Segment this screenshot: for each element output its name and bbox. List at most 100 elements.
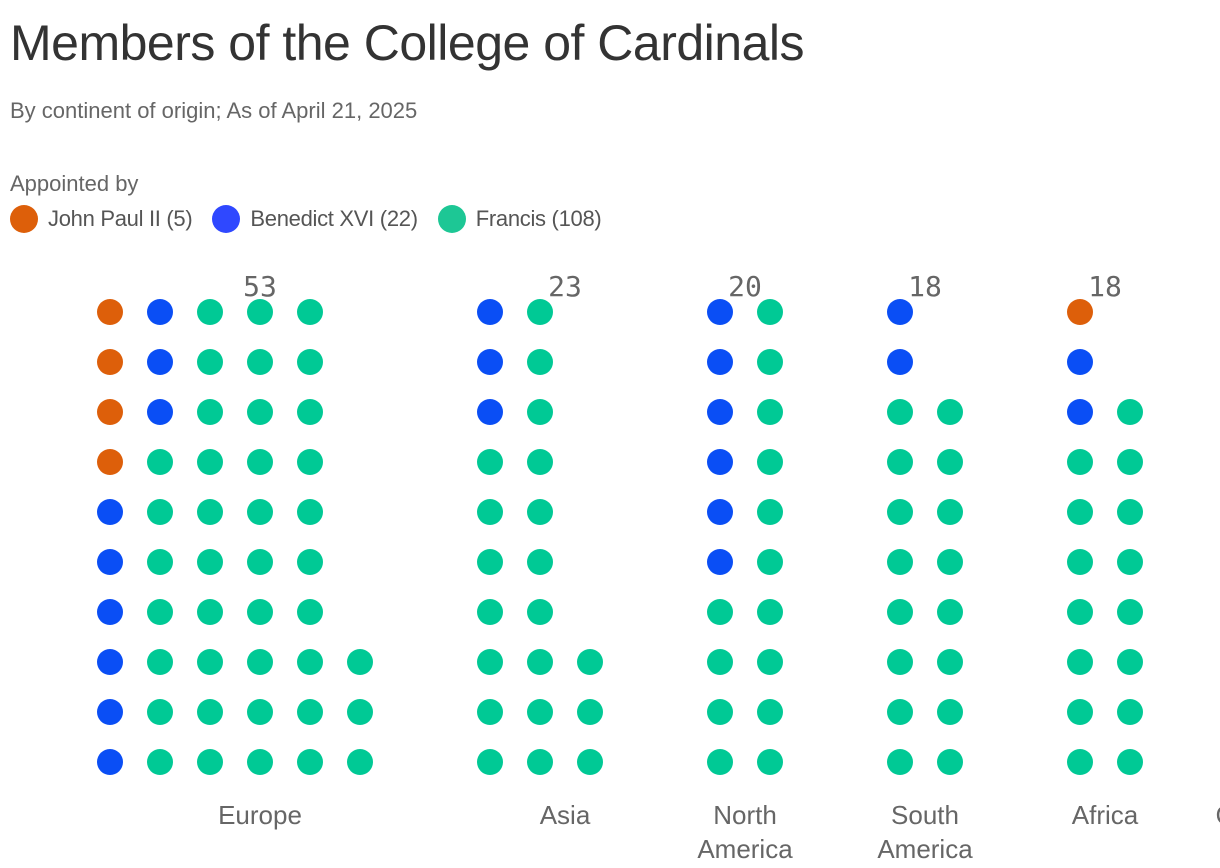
dot-europe-benedict-xvi [147,399,173,425]
dot-europe-francis [297,749,323,775]
dot-south-america-francis [937,699,963,725]
legend-label-benedict-xvi: Benedict XVI (22) [250,206,418,231]
dot-africa-francis [1117,399,1143,425]
legend-item-francis: Francis (108) [437,205,602,233]
dot-north-america-francis [757,399,783,425]
dot-europe-francis [247,449,273,475]
dot-europe-francis [197,399,223,425]
dot-north-america-francis [757,649,783,675]
category-label-asia: Asia [540,800,591,830]
dot-asia-francis [527,649,553,675]
dot-south-america-francis [887,399,913,425]
category-label-oceania: Oceania [1216,800,1220,830]
dot-north-america-francis [757,749,783,775]
dot-europe-francis [297,449,323,475]
dot-europe-francis [297,399,323,425]
chart-subtitle: By continent of origin; As of April 21, … [10,98,418,123]
legend-swatch-francis [437,205,466,233]
dot-asia-francis [527,549,553,575]
dot-asia-francis [527,499,553,525]
dot-europe-francis [247,349,273,375]
dot-asia-francis [527,399,553,425]
dot-africa-benedict-xvi [1067,399,1093,425]
dot-north-america-francis [757,699,783,725]
dot-europe-benedict-xvi [147,299,173,325]
dot-europe-john-paul-ii [97,399,123,425]
dot-europe-benedict-xvi [97,699,123,725]
dot-south-america-benedict-xvi [887,299,913,325]
dot-europe-francis [347,749,373,775]
dot-europe-francis [197,699,223,725]
dot-south-america-francis [887,649,913,675]
dot-europe-francis [147,699,173,725]
legend-item-benedict-xvi: Benedict XVI (22) [212,205,418,233]
dot-asia-francis [477,599,503,625]
dot-africa-francis [1117,649,1143,675]
dot-africa-francis [1117,449,1143,475]
dot-north-america-francis [757,549,783,575]
dot-north-america-francis [757,349,783,375]
legend-item-john-paul-ii: John Paul II (5) [10,205,193,233]
dot-asia-benedict-xvi [477,349,503,375]
dot-asia-francis [477,449,503,475]
dot-europe-francis [197,299,223,325]
category-label-africa: Africa [1072,800,1139,830]
dot-north-america-benedict-xvi [707,499,733,525]
dot-south-america-francis [887,599,913,625]
dot-south-america-francis [937,449,963,475]
dot-europe-francis [147,549,173,575]
dot-asia-francis [527,299,553,325]
dot-europe-francis [197,449,223,475]
dot-africa-francis [1067,499,1093,525]
dot-africa-john-paul-ii [1067,299,1093,325]
dot-north-america-francis [707,649,733,675]
dot-asia-francis [527,599,553,625]
dot-asia-francis [477,499,503,525]
legend-swatch-benedict-xvi [212,205,241,233]
dot-europe-francis [297,599,323,625]
dot-asia-francis [477,699,503,725]
total-label-europe: 53 [243,270,277,303]
dot-europe-john-paul-ii [97,349,123,375]
dot-north-america-francis [757,299,783,325]
dot-south-america-francis [937,749,963,775]
dot-europe-francis [197,549,223,575]
dot-asia-francis [577,699,603,725]
dot-europe-francis [297,349,323,375]
dot-africa-francis [1067,649,1093,675]
dot-asia-francis [577,649,603,675]
dot-africa-francis [1067,599,1093,625]
dot-europe-francis [247,699,273,725]
dot-south-america-francis [887,549,913,575]
dot-europe-francis [347,649,373,675]
category-label-europe: Europe [218,800,302,830]
group-asia: 23 Asia [477,270,603,830]
dot-africa-francis [1067,749,1093,775]
dot-asia-francis [527,449,553,475]
dot-asia-francis [477,749,503,775]
dot-asia-francis [527,699,553,725]
dot-north-america-benedict-xvi [707,399,733,425]
dot-asia-francis [527,749,553,775]
legend-swatch-john-paul-ii [10,205,38,233]
dot-south-america-francis [937,399,963,425]
dot-europe-francis [247,599,273,625]
dot-north-america-francis [757,499,783,525]
dot-north-america-francis [707,749,733,775]
dot-europe-francis [247,749,273,775]
dot-europe-francis [197,599,223,625]
dot-africa-benedict-xvi [1067,349,1093,375]
dot-south-america-francis [887,699,913,725]
dot-europe-francis [197,499,223,525]
total-label-asia: 23 [548,270,582,303]
dot-europe-francis [247,399,273,425]
legend-label-john-paul-ii: John Paul II (5) [48,206,193,231]
dot-africa-francis [1117,599,1143,625]
dot-south-america-francis [937,649,963,675]
dot-north-america-benedict-xvi [707,549,733,575]
dot-europe-francis [297,549,323,575]
dot-north-america-benedict-xvi [707,349,733,375]
category-label-north-america-line-1: North [713,800,777,830]
dot-europe-francis [297,699,323,725]
dot-europe-francis [147,449,173,475]
